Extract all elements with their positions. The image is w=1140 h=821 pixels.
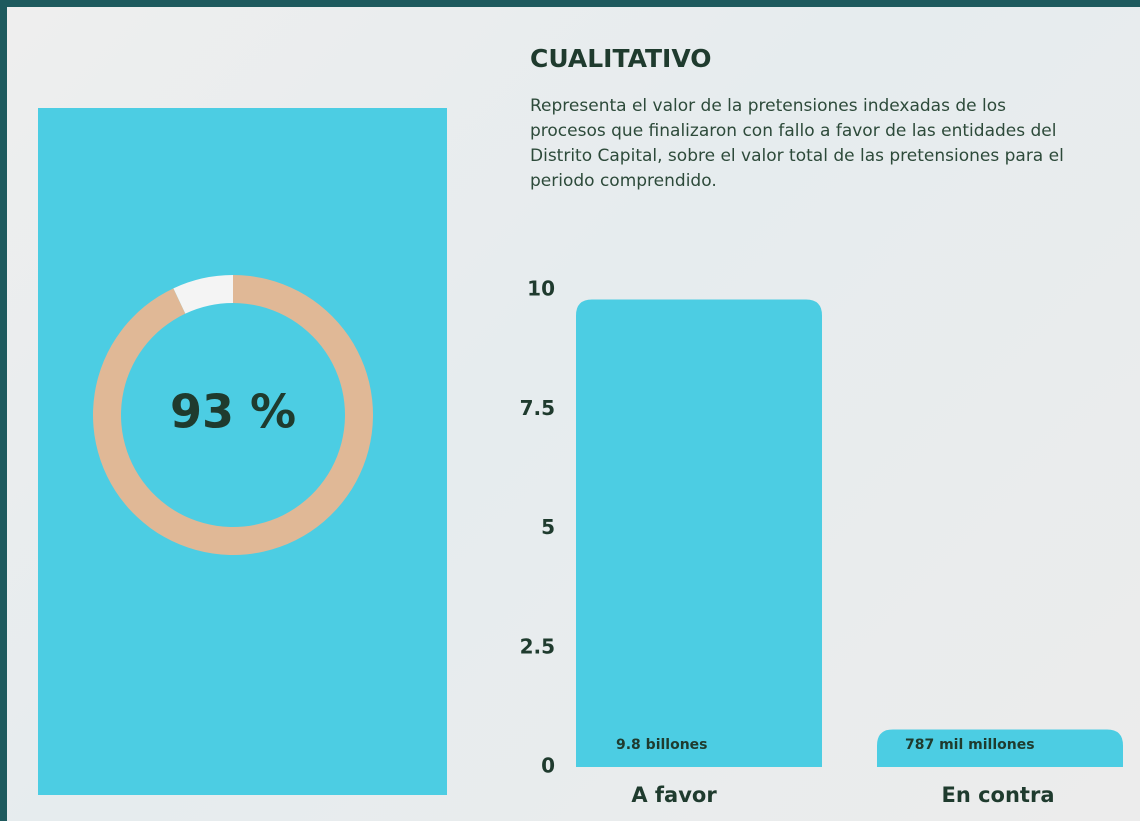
x-tick-label: A favor [631,783,717,807]
bar [576,299,822,767]
bar [877,729,1123,767]
bar-value-label: 9.8 billones [616,737,708,753]
x-tick-label: En contra [942,783,1055,807]
bar-value-label: 787 mil millones [905,737,1035,753]
chart-subtitle: Representa el valor de la pretensiones i… [530,96,1064,191]
y-tick-label: 0 [541,754,555,778]
y-tick-label: 2.5 [520,634,555,658]
y-tick-label: 5 [541,515,555,539]
y-tick-label: 10 [527,277,555,301]
y-tick-label: 7.5 [520,396,555,420]
donut-segment [173,275,233,314]
donut-center-label: 93 % [170,385,296,439]
chart-title: CUALITATIVO [530,44,712,73]
